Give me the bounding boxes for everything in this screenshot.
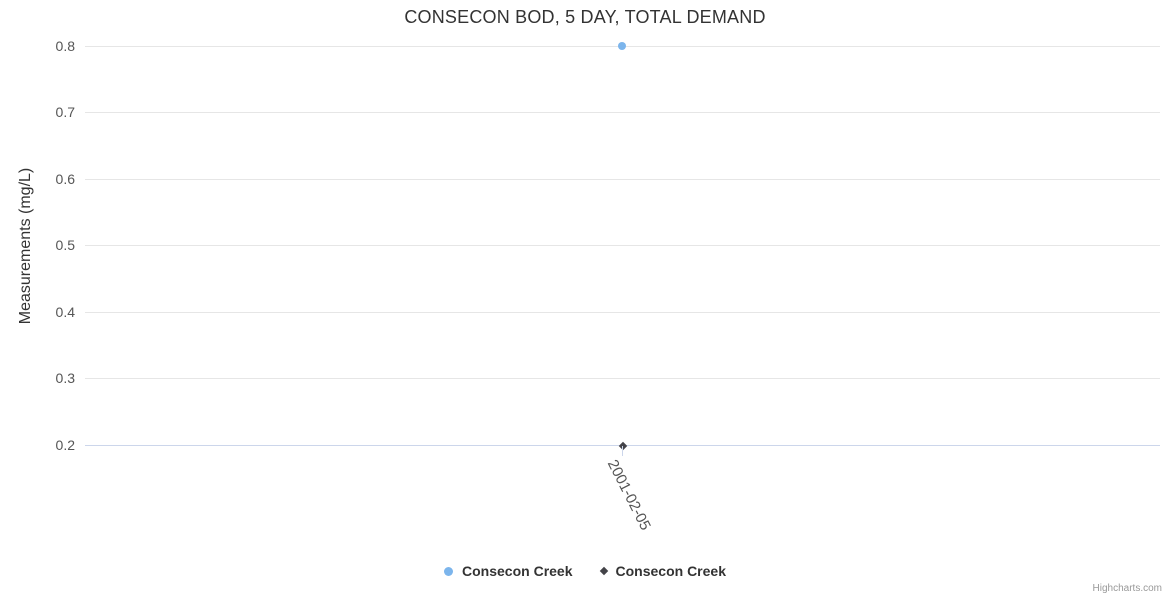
- legend-label: Consecon Creek: [615, 563, 726, 579]
- y-axis-tick-label: 0.5: [55, 237, 75, 253]
- y-axis-tick-label: 0.2: [55, 437, 75, 453]
- diamond-marker-icon: [599, 566, 608, 576]
- y-axis-tick-label: 0.3: [55, 370, 75, 386]
- gridline: [85, 245, 1160, 246]
- x-axis-tick-label: 2001-02-05: [603, 457, 654, 534]
- y-axis-tick-label: 0.8: [55, 38, 75, 54]
- highcharts-credits-link[interactable]: Highcharts.com: [1092, 583, 1162, 594]
- gridline: [85, 179, 1160, 180]
- y-axis-tick-label: 0.6: [55, 171, 75, 187]
- x-axis-tick: [622, 446, 623, 456]
- circle-marker-icon: [444, 566, 454, 576]
- legend: Consecon Creek Consecon Creek: [0, 562, 1170, 580]
- chart-title: CONSECON BOD, 5 DAY, TOTAL DEMAND: [404, 7, 766, 27]
- y-axis-tick-label: 0.4: [55, 304, 75, 320]
- plot-area: [85, 46, 1160, 446]
- legend-label: Consecon Creek: [462, 563, 573, 579]
- legend-item-consecon-creek-diamond[interactable]: Consecon Creek: [599, 563, 726, 579]
- y-axis-tick-label: 0.7: [55, 104, 75, 120]
- gridline: [85, 378, 1160, 379]
- gridline: [85, 312, 1160, 313]
- gridline: [85, 112, 1160, 113]
- legend-item-consecon-creek-circle[interactable]: Consecon Creek: [444, 563, 573, 579]
- data-point-circle-consecon-creek[interactable]: [618, 42, 626, 50]
